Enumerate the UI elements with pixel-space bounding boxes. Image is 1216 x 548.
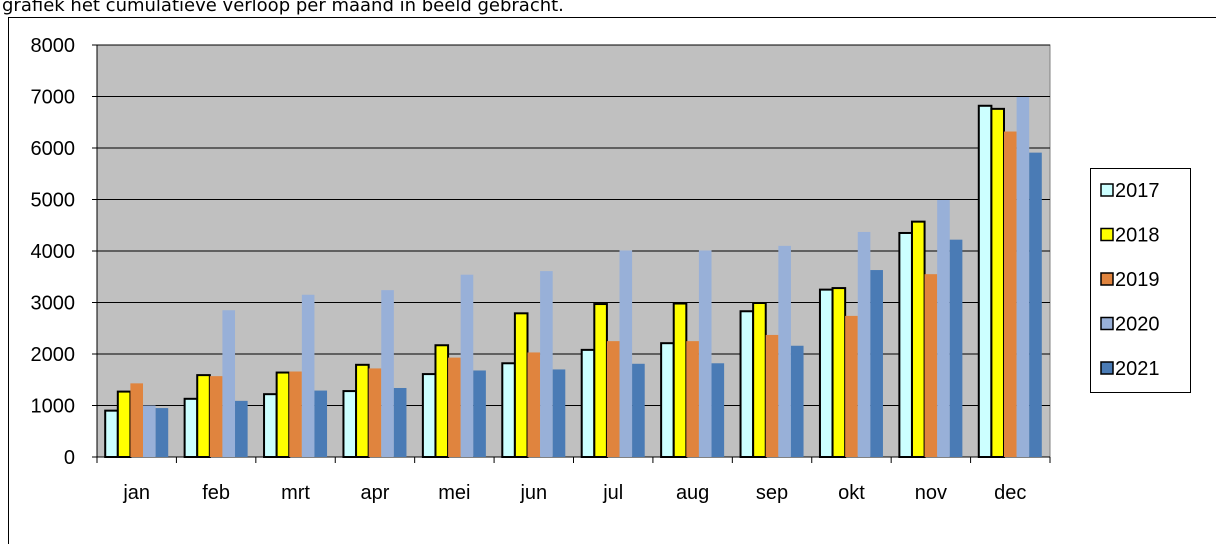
bar (502, 363, 515, 457)
bar (302, 295, 315, 457)
bar (820, 290, 833, 457)
bar (118, 392, 131, 457)
bar (937, 200, 950, 457)
bar (314, 391, 327, 457)
y-tick-label: 1000 (31, 396, 76, 418)
bar (222, 310, 235, 457)
bar (661, 343, 674, 457)
bar (632, 364, 645, 457)
y-tick-label: 2000 (31, 344, 76, 366)
x-tick-label: nov (915, 482, 947, 504)
bar (899, 233, 912, 457)
bar (699, 250, 712, 457)
bar (143, 406, 156, 458)
bar (1004, 132, 1017, 457)
bar (461, 275, 474, 457)
bar (950, 240, 963, 457)
bar (473, 370, 486, 457)
bar (620, 250, 633, 457)
bar (686, 341, 699, 457)
bar (423, 374, 436, 457)
legend-swatch (1101, 229, 1113, 241)
legend-label: 2019 (1115, 269, 1160, 291)
y-tick-label: 4000 (31, 241, 76, 263)
bar (277, 373, 290, 457)
x-tick-label: feb (202, 482, 230, 504)
bar (582, 350, 595, 457)
bar (845, 316, 858, 457)
bar (870, 270, 883, 457)
x-tick-label: okt (838, 482, 865, 504)
bar (1017, 97, 1030, 457)
legend-label: 2017 (1115, 180, 1160, 202)
bar (369, 368, 382, 457)
bar (264, 394, 277, 457)
x-tick-label: jan (122, 482, 150, 504)
bar (394, 388, 407, 457)
bar (858, 232, 871, 457)
bar (594, 304, 607, 457)
bar (435, 345, 448, 457)
x-tick-label: mrt (281, 482, 310, 504)
bar (753, 303, 766, 457)
bar (540, 271, 553, 457)
bar (515, 313, 528, 457)
bar (778, 246, 791, 457)
x-tick-label: jul (602, 482, 623, 504)
y-tick-label: 5000 (31, 190, 76, 212)
legend-label: 2020 (1115, 314, 1160, 336)
bar (156, 408, 169, 457)
legend-swatch (1101, 362, 1113, 374)
legend-label: 2021 (1115, 358, 1160, 380)
bar (991, 109, 1004, 457)
y-tick-label: 0 (64, 447, 75, 469)
intro-text: grafiek het cumulatieve verloop per maan… (2, 0, 564, 16)
legend-swatch (1101, 273, 1113, 285)
bar (1029, 153, 1042, 457)
bar (130, 383, 143, 457)
legend-swatch (1101, 184, 1113, 196)
legend-swatch (1101, 318, 1113, 330)
x-tick-label: sep (756, 482, 788, 504)
bar (381, 290, 394, 457)
x-tick-label: mei (438, 482, 470, 504)
y-tick-label: 6000 (31, 138, 76, 160)
bar (712, 363, 725, 457)
bar (289, 372, 302, 457)
bar (210, 376, 223, 457)
bar (791, 346, 804, 457)
bar (912, 222, 925, 457)
bar (235, 401, 248, 457)
bar (741, 311, 754, 457)
bar (607, 341, 620, 457)
bar (925, 274, 938, 457)
y-tick-label: 8000 (31, 35, 76, 57)
bar (979, 106, 992, 457)
x-tick-label: dec (994, 482, 1026, 504)
bar (343, 391, 356, 457)
bar (833, 288, 846, 457)
x-tick-label: aug (676, 482, 709, 504)
bar (527, 352, 540, 457)
bar (105, 411, 118, 457)
bar (766, 335, 779, 457)
y-tick-label: 7000 (31, 87, 76, 109)
x-tick-label: apr (361, 482, 390, 504)
x-tick-label: jun (519, 482, 547, 504)
y-tick-label: 3000 (31, 293, 76, 315)
bar (674, 304, 687, 457)
bar (553, 369, 566, 457)
bar (185, 399, 198, 457)
bar (197, 375, 210, 457)
legend-label: 2018 (1115, 225, 1160, 247)
bar (356, 365, 369, 457)
bar (448, 358, 461, 457)
